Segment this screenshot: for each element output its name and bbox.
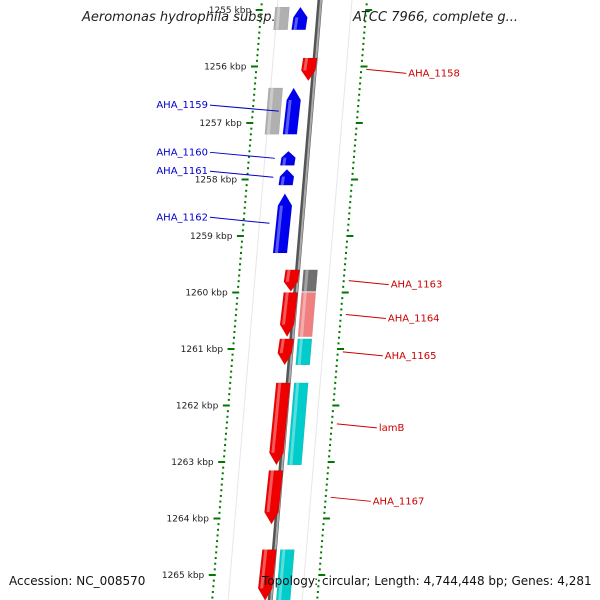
gene-highlight bbox=[260, 549, 268, 589]
gene-highlight bbox=[297, 338, 303, 365]
label-leader bbox=[345, 314, 386, 320]
gene-highlight bbox=[278, 549, 286, 600]
gene-arrow bbox=[275, 549, 295, 600]
gene-highlight bbox=[266, 470, 274, 513]
tick-label: 1259 kbp bbox=[190, 232, 233, 242]
gene-arrow bbox=[282, 87, 301, 135]
gene-arrow bbox=[272, 193, 293, 254]
gene-highlight bbox=[282, 157, 287, 166]
gene-highlight bbox=[284, 99, 292, 135]
inner-ruler: 1255 kbp 1256 kbp 1257 kbp 1258 kbp 1259 kbp… bbox=[162, 3, 263, 599]
gene-arrow bbox=[277, 338, 295, 366]
gene-features bbox=[257, 6, 318, 600]
gene-label: AHA_1163 bbox=[391, 280, 443, 291]
label-leader bbox=[209, 170, 274, 178]
gene-highlight bbox=[289, 382, 300, 465]
gene-highlight bbox=[275, 205, 283, 253]
gene-label: AHA_1167 bbox=[373, 496, 425, 507]
gene-arrow bbox=[279, 150, 296, 166]
label-leader bbox=[330, 496, 371, 502]
gene-highlight bbox=[300, 292, 307, 337]
label-leader bbox=[342, 351, 383, 357]
label-leader bbox=[348, 280, 389, 286]
tick-label: 1264 kbp bbox=[167, 515, 210, 525]
tick-label: 1265 kbp bbox=[162, 571, 205, 581]
gene-arrow bbox=[257, 549, 277, 600]
gene-arrow bbox=[264, 470, 284, 525]
gene-highlight bbox=[282, 292, 289, 325]
tick-label: 1261 kbp bbox=[181, 345, 224, 355]
label-leader bbox=[209, 151, 275, 159]
gene-highlight bbox=[280, 176, 285, 186]
tick-label: 1263 kbp bbox=[171, 458, 214, 468]
tick-label: 1255 kbp bbox=[209, 6, 252, 16]
topology-label: Topology: circular; Length: 4,744,448 bp… bbox=[262, 574, 592, 588]
gene-highlight bbox=[271, 382, 282, 453]
outer-ruler bbox=[316, 3, 373, 599]
tick-label: 1258 kbp bbox=[195, 176, 238, 186]
gene-arrow bbox=[297, 292, 316, 337]
gene-arrow bbox=[301, 269, 318, 292]
gene-labels: AHA_1158 AHA_1159 AHA_1160 AHA_1161 AHA_1162… bbox=[156, 68, 460, 507]
gene-arrow bbox=[283, 269, 300, 292]
gene-highlight bbox=[285, 269, 291, 282]
accession-label: Accession: NC_008570 bbox=[9, 574, 146, 588]
gene-highlight bbox=[303, 269, 309, 292]
gene-label: lamB bbox=[379, 423, 405, 434]
gene-arrow bbox=[279, 292, 299, 338]
gene-arrow bbox=[291, 6, 308, 31]
gene-highlight bbox=[279, 338, 285, 354]
gene-arrow bbox=[278, 168, 295, 186]
label-leader bbox=[336, 423, 377, 429]
gene-arrow bbox=[287, 382, 309, 466]
gene-highlight bbox=[266, 87, 274, 135]
gene-highlight bbox=[303, 58, 309, 71]
gene-label: AHA_1165 bbox=[385, 351, 437, 362]
gene-label: AHA_1159 bbox=[156, 100, 208, 111]
gene-label: AHA_1160 bbox=[156, 147, 208, 158]
label-leader bbox=[209, 216, 270, 224]
label-leader bbox=[366, 68, 407, 74]
gene-arrow bbox=[269, 382, 291, 466]
tick-label: 1257 kbp bbox=[199, 119, 242, 129]
gene-highlight bbox=[293, 17, 299, 30]
gene-arrow bbox=[273, 6, 290, 31]
gene-label: AHA_1162 bbox=[156, 212, 208, 223]
gene-highlight bbox=[275, 7, 281, 30]
gene-label: AHA_1161 bbox=[156, 166, 208, 177]
tick-label: 1256 kbp bbox=[204, 63, 247, 73]
gene-arrow bbox=[295, 338, 313, 366]
gene-label: AHA_1164 bbox=[388, 314, 440, 325]
label-leader bbox=[209, 104, 279, 112]
gene-arrow bbox=[301, 57, 318, 82]
tick-label: 1260 kbp bbox=[185, 289, 228, 299]
tick-label: 1262 kbp bbox=[176, 402, 219, 412]
gene-label: AHA_1158 bbox=[408, 68, 460, 79]
